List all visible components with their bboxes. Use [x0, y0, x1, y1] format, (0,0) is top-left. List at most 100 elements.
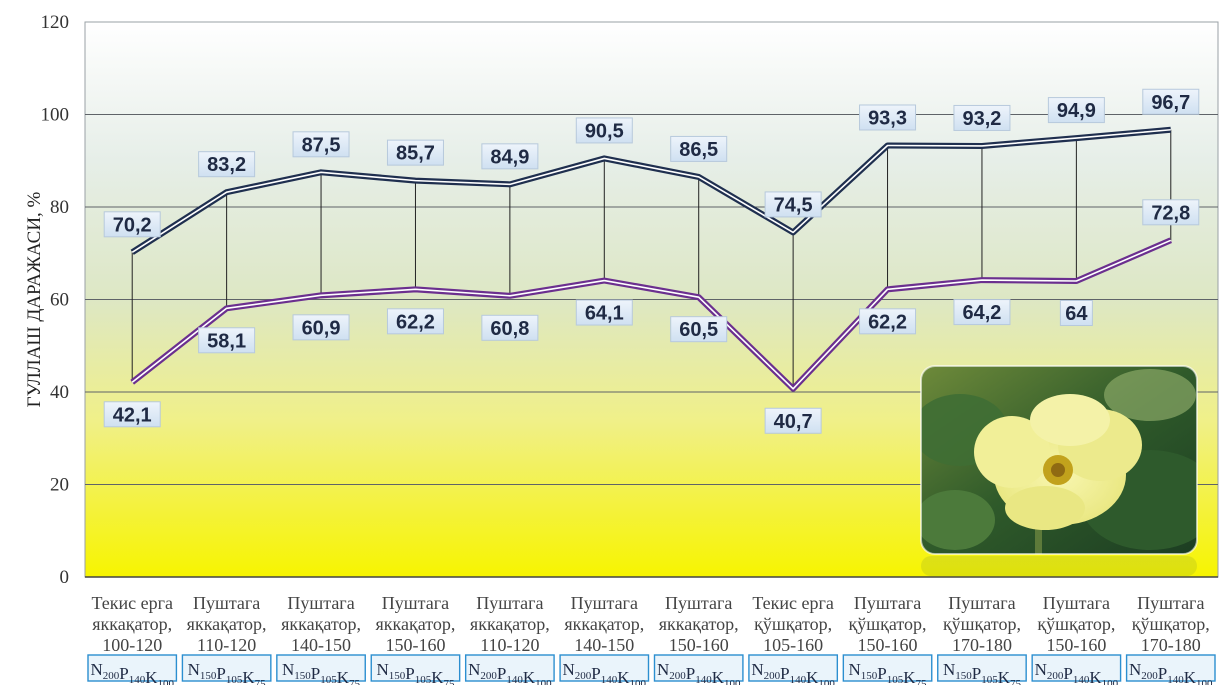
x-tick-label: яккақатор,: [659, 614, 739, 634]
data-label-box: [859, 308, 917, 335]
y-tick-label: 80: [50, 197, 69, 218]
data-label-box: [292, 131, 350, 158]
fertilizer-label: N200P140K100: [1035, 660, 1119, 685]
data-label-series-1: 93,2: [962, 108, 1001, 130]
x-tick-label: яккақатор,: [92, 614, 172, 634]
fertilizer-label: N200P140K100: [751, 660, 835, 685]
data-label-series-2: 40,7: [774, 411, 813, 433]
data-label-box: [292, 314, 350, 341]
data-label-series-2: 62,2: [396, 311, 435, 333]
data-label-series-1: 85,7: [396, 143, 435, 165]
x-tick-label: Пуштага: [193, 593, 260, 613]
x-tick-label: яккақатор,: [376, 614, 456, 634]
x-tick-label: яккақатор,: [187, 614, 267, 634]
x-tick-label: яккақатор,: [470, 614, 550, 634]
data-label-box: [103, 211, 161, 238]
fertilizer-box: [748, 654, 839, 682]
data-label-series-1: 74,5: [774, 194, 813, 216]
y-tick-label: 60: [50, 290, 69, 311]
y-axis-title: ГУЛЛАШ ДАРАЖАСИ, %: [24, 191, 45, 407]
data-label-series-2: 60,9: [302, 317, 341, 339]
data-label-series-1: 70,2: [113, 214, 152, 236]
x-tick-label: Пуштага: [665, 593, 732, 613]
fertilizer-box: [559, 654, 650, 682]
fertilizer-label: N150P105K75: [943, 660, 1022, 685]
data-label-series-1: 93,3: [868, 107, 907, 129]
x-tick-label: 150-160: [1046, 635, 1106, 655]
data-label-box: [481, 314, 539, 341]
x-tick-label: 140-150: [291, 635, 351, 655]
x-tick-label: қўшқатор,: [943, 614, 1021, 634]
x-tick-label: 170-180: [952, 635, 1012, 655]
fertilizer-label: N150P105K75: [376, 660, 455, 685]
x-tick-label: 140-150: [574, 635, 634, 655]
fertilizer-box: [1125, 654, 1216, 682]
data-label-series-1: 94,9: [1057, 100, 1096, 122]
fertilizer-box: [181, 654, 272, 682]
data-label-series-2: 64: [1065, 303, 1088, 325]
y-tick-label: 100: [41, 105, 70, 126]
y-tick-label: 120: [41, 12, 70, 33]
fertilizer-label: N200P140K100: [563, 660, 647, 685]
data-label-box: [103, 401, 161, 428]
data-label-box: [575, 299, 633, 326]
data-label-box: [198, 151, 256, 178]
data-label-box: [1142, 199, 1200, 226]
fertilizer-box: [1031, 654, 1122, 682]
data-label-box: [953, 299, 1011, 326]
data-label-box: [1059, 300, 1093, 326]
data-label-box: [953, 104, 1011, 131]
x-tick-label: 110-120: [197, 635, 256, 655]
x-tick-label: 150-160: [669, 635, 729, 655]
data-label-series-1: 84,9: [490, 146, 529, 168]
data-label-series-2: 62,2: [868, 311, 907, 333]
data-label-box: [764, 407, 822, 434]
data-label-box: [1047, 97, 1105, 124]
data-label-box: [670, 135, 728, 162]
fertilizer-box: [464, 654, 555, 682]
fertilizer-box: [842, 654, 933, 682]
data-label-box: [670, 316, 728, 343]
fertilizer-label: N150P105K75: [282, 660, 361, 685]
x-tick-label: яккақатор,: [564, 614, 644, 634]
data-label-series-1: 87,5: [302, 134, 341, 156]
data-label-series-2: 60,8: [490, 318, 529, 340]
data-label-series-2: 42,1: [113, 404, 152, 426]
data-label-series-2: 58,1: [207, 330, 246, 352]
data-label-series-2: 72,8: [1151, 202, 1190, 224]
data-label-series-2: 64,2: [962, 302, 1001, 324]
fertilizer-box: [87, 654, 178, 682]
fertilizer-label: N150P105K75: [849, 660, 928, 685]
x-tick-label: яккақатор,: [281, 614, 361, 634]
series-1-line-inner: [131, 128, 1171, 253]
data-label-box: [575, 117, 633, 144]
x-tick-label: қўшқатор,: [1037, 614, 1115, 634]
fertilizer-box: [276, 654, 366, 682]
x-tick-label: қўшқатор,: [754, 614, 832, 634]
data-label-box: [859, 104, 917, 131]
series-2-line-inner: [131, 239, 1172, 390]
x-tick-label: қўшқатор,: [1132, 614, 1210, 634]
data-label-box: [198, 327, 256, 354]
data-label-series-1: 96,7: [1151, 92, 1190, 114]
cotton-flower-photo: [921, 366, 1197, 554]
data-label-series-1: 86,5: [679, 139, 718, 161]
x-tick-label: 170-180: [1141, 635, 1201, 655]
fertilizer-label: N200P140K100: [657, 660, 741, 685]
fertilizer-box: [370, 654, 461, 682]
x-tick-label: 150-160: [858, 635, 918, 655]
x-tick-label: Пуштага: [854, 593, 921, 613]
x-tick-label: Пуштага: [382, 593, 449, 613]
x-tick-label: 110-120: [480, 635, 539, 655]
x-tick-label: 100-120: [102, 635, 162, 655]
fertilizer-box: [937, 654, 1027, 682]
data-label-series-2: 64,1: [585, 303, 624, 325]
data-label-box: [386, 139, 444, 166]
x-tick-label: қўшқатор,: [849, 614, 927, 634]
fertilizer-label: N150P105K75: [188, 660, 267, 685]
x-tick-label: Пуштага: [287, 593, 354, 613]
data-label-series-1: 83,2: [207, 154, 246, 176]
fertilizer-label: N200P140K100: [468, 660, 552, 685]
